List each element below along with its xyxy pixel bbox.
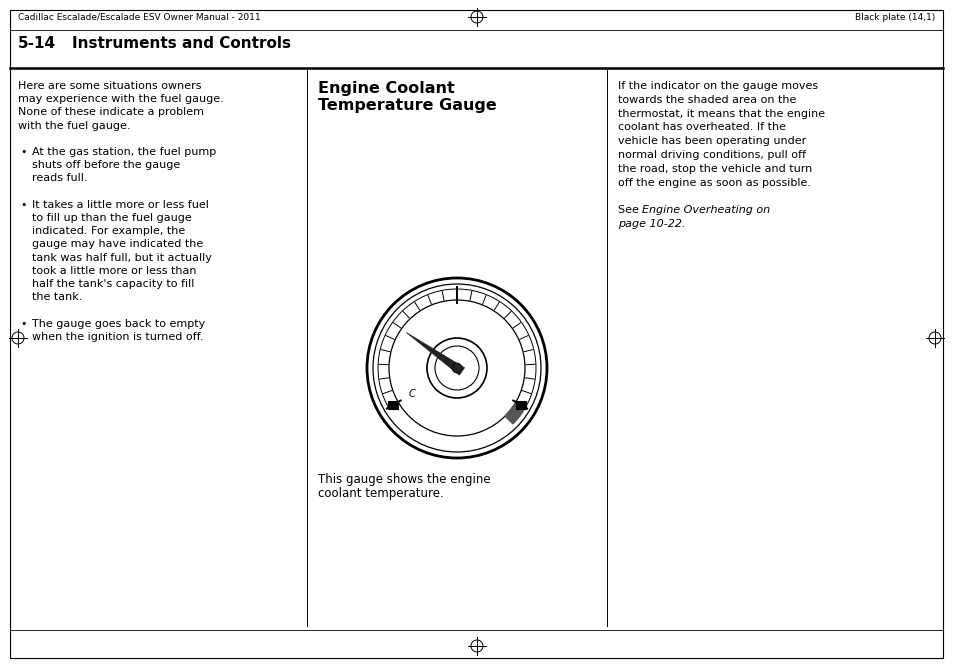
- Text: Temperature Gauge: Temperature Gauge: [317, 98, 497, 113]
- Circle shape: [427, 338, 486, 398]
- Polygon shape: [504, 402, 525, 424]
- Text: the tank.: the tank.: [32, 292, 82, 302]
- Circle shape: [452, 363, 461, 373]
- Text: •: •: [20, 147, 27, 157]
- Text: Engine Coolant: Engine Coolant: [317, 81, 455, 96]
- Text: Engine Overheating on: Engine Overheating on: [641, 205, 769, 215]
- Text: None of these indicate a problem: None of these indicate a problem: [18, 108, 204, 118]
- Text: normal driving conditions, pull off: normal driving conditions, pull off: [618, 150, 805, 160]
- Text: This gauge shows the engine: This gauge shows the engine: [317, 473, 490, 486]
- Circle shape: [389, 300, 524, 436]
- Text: Here are some situations owners: Here are some situations owners: [18, 81, 201, 91]
- Circle shape: [367, 278, 546, 458]
- Circle shape: [435, 346, 478, 390]
- Text: •: •: [20, 200, 27, 210]
- Text: Instruments and Controls: Instruments and Controls: [71, 36, 291, 51]
- Text: 5-14: 5-14: [18, 36, 56, 51]
- Text: off the engine as soon as possible.: off the engine as soon as possible.: [618, 178, 810, 188]
- Text: thermostat, it means that the engine: thermostat, it means that the engine: [618, 109, 824, 119]
- Text: indicated. For example, the: indicated. For example, the: [32, 226, 185, 236]
- Text: vehicle has been operating under: vehicle has been operating under: [618, 136, 805, 146]
- Text: coolant has overheated. If the: coolant has overheated. If the: [618, 122, 785, 132]
- Text: to fill up than the fuel gauge: to fill up than the fuel gauge: [32, 213, 192, 223]
- Text: tank was half full, but it actually: tank was half full, but it actually: [32, 253, 212, 263]
- Text: The gauge goes back to empty: The gauge goes back to empty: [32, 319, 205, 329]
- Text: towards the shaded area on the: towards the shaded area on the: [618, 95, 796, 105]
- Text: page 10-22.: page 10-22.: [618, 219, 685, 229]
- Text: Black plate (14,1): Black plate (14,1): [854, 13, 934, 21]
- Text: gauge may have indicated the: gauge may have indicated the: [32, 239, 203, 249]
- Text: may experience with the fuel gauge.: may experience with the fuel gauge.: [18, 94, 224, 104]
- Text: At the gas station, the fuel pump: At the gas station, the fuel pump: [32, 147, 216, 157]
- FancyBboxPatch shape: [388, 401, 398, 409]
- Text: coolant temperature.: coolant temperature.: [317, 487, 443, 500]
- Polygon shape: [406, 333, 464, 375]
- Text: See: See: [618, 205, 641, 215]
- Text: with the fuel gauge.: with the fuel gauge.: [18, 121, 131, 131]
- Text: reads full.: reads full.: [32, 174, 88, 184]
- Text: the road, stop the vehicle and turn: the road, stop the vehicle and turn: [618, 164, 811, 174]
- Text: half the tank's capacity to fill: half the tank's capacity to fill: [32, 279, 194, 289]
- Text: •: •: [20, 319, 27, 329]
- Text: Cadillac Escalade/Escalade ESV Owner Manual - 2011: Cadillac Escalade/Escalade ESV Owner Man…: [18, 13, 260, 21]
- Text: took a little more or less than: took a little more or less than: [32, 266, 196, 276]
- Text: If the indicator on the gauge moves: If the indicator on the gauge moves: [618, 81, 818, 91]
- Text: shuts off before the gauge: shuts off before the gauge: [32, 160, 180, 170]
- FancyBboxPatch shape: [516, 401, 525, 409]
- Text: when the ignition is turned off.: when the ignition is turned off.: [32, 332, 203, 342]
- Text: It takes a little more or less fuel: It takes a little more or less fuel: [32, 200, 209, 210]
- Text: C: C: [408, 389, 415, 399]
